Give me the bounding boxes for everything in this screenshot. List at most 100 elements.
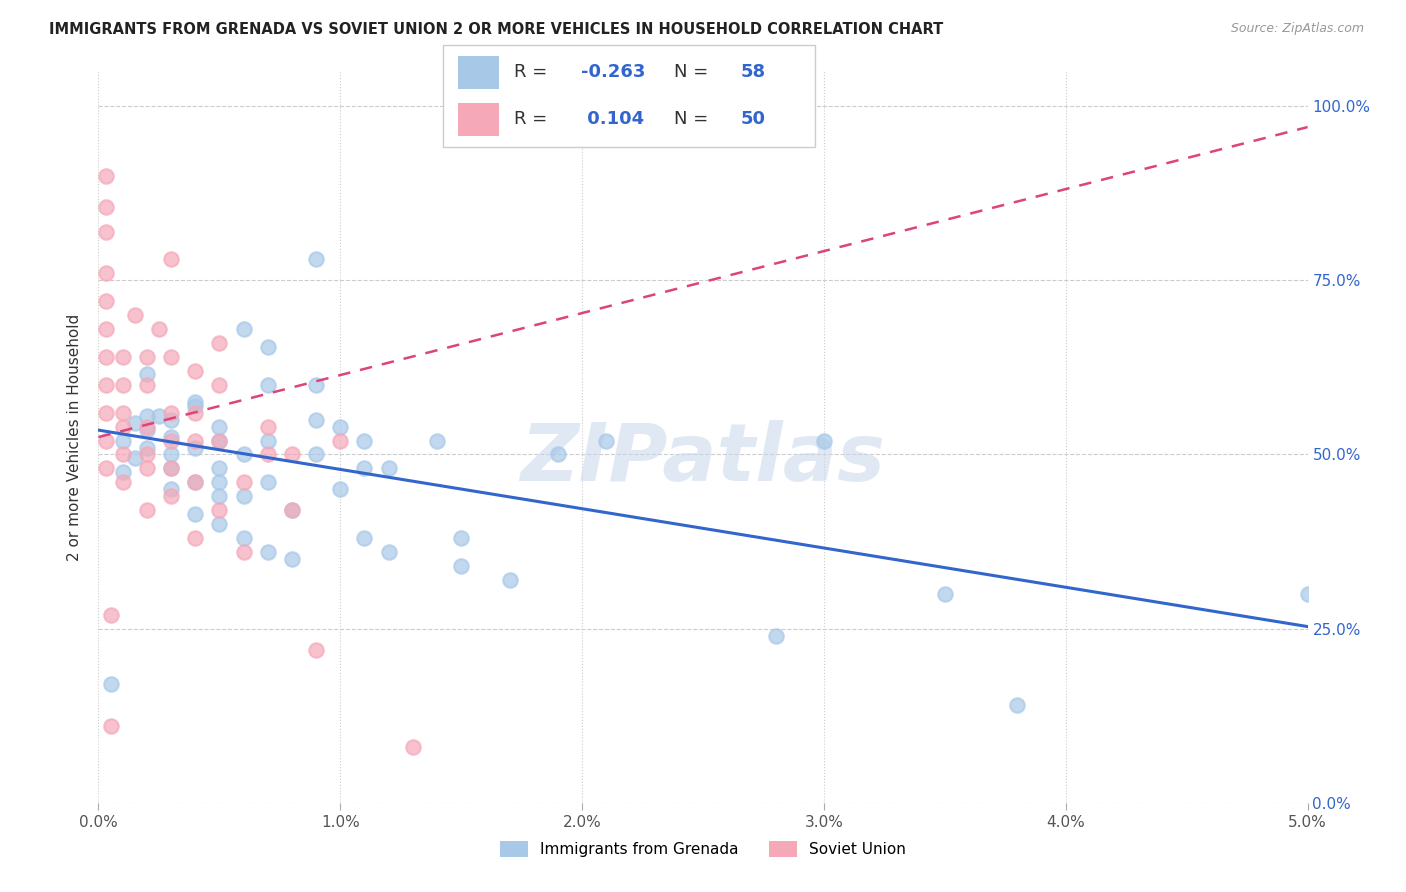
Point [135,368,157,382]
Point [160,483,183,497]
Point [765,629,787,643]
Point [184,406,207,420]
Legend: Immigrants from Grenada, Soviet Union: Immigrants from Grenada, Soviet Union [501,841,905,857]
Point [135,409,157,424]
Point [160,412,183,426]
Point [184,434,207,448]
Point [160,434,183,448]
Point [94,266,117,280]
Point [160,430,183,444]
Point [94,406,117,420]
Point [94,294,117,309]
Point [232,475,254,490]
Point [160,448,183,462]
Text: N =: N = [673,111,714,128]
Point [124,308,146,322]
Y-axis label: 2 or more Vehicles in Household: 2 or more Vehicles in Household [67,313,83,561]
Point [124,450,146,465]
Point [305,448,328,462]
Point [208,517,231,532]
Point [305,412,328,426]
Text: R =: R = [513,63,553,81]
Point [281,503,304,517]
Text: -0.263: -0.263 [581,63,645,81]
Point [813,434,835,448]
Point [184,364,207,378]
Point [256,377,278,392]
Point [256,339,278,353]
Point [148,409,170,424]
Point [256,545,278,559]
Point [256,448,278,462]
Text: 0.104: 0.104 [581,111,644,128]
Point [111,419,134,434]
Point [329,419,352,434]
Point [305,377,328,392]
Point [135,461,157,475]
Point [377,545,399,559]
Point [111,406,134,420]
Point [208,461,231,475]
Point [208,503,231,517]
Point [402,740,425,755]
FancyBboxPatch shape [443,45,815,147]
Point [232,489,254,503]
Point [426,434,449,448]
FancyBboxPatch shape [458,56,499,88]
Point [111,448,134,462]
Point [498,573,520,587]
Point [256,434,278,448]
Point [595,434,617,448]
Point [160,461,183,475]
Point [184,475,207,490]
Point [94,434,117,448]
Point [184,399,207,413]
Point [160,461,183,475]
Point [135,423,157,437]
Point [450,531,472,545]
Point [184,395,207,409]
Point [160,406,183,420]
Point [281,503,304,517]
Point [281,552,304,566]
Text: Source: ZipAtlas.com: Source: ZipAtlas.com [1230,22,1364,36]
Text: 50: 50 [741,111,766,128]
Text: R =: R = [513,111,553,128]
Point [232,545,254,559]
Point [160,489,183,503]
Point [208,336,231,351]
Point [135,377,157,392]
Point [100,677,122,691]
Point [135,441,157,455]
Point [1296,587,1319,601]
Point [232,531,254,545]
Point [111,377,134,392]
Point [377,461,399,475]
Point [329,434,352,448]
Point [934,587,956,601]
Point [94,169,117,183]
Point [111,434,134,448]
Text: IMMIGRANTS FROM GRENADA VS SOVIET UNION 2 OR MORE VEHICLES IN HOUSEHOLD CORRELAT: IMMIGRANTS FROM GRENADA VS SOVIET UNION … [49,22,943,37]
Point [135,503,157,517]
Point [100,719,122,733]
Point [160,252,183,267]
Text: N =: N = [673,63,714,81]
FancyBboxPatch shape [458,103,499,136]
Point [305,252,328,267]
Point [256,475,278,490]
Point [94,225,117,239]
Point [184,475,207,490]
Point [450,558,472,573]
Point [232,448,254,462]
Point [353,461,375,475]
Point [135,350,157,364]
Point [100,607,122,622]
Point [135,419,157,434]
Point [184,531,207,545]
Text: 58: 58 [741,63,766,81]
Text: ZIPatlas: ZIPatlas [520,420,886,498]
Point [94,461,117,475]
Point [148,322,170,336]
Point [94,350,117,364]
